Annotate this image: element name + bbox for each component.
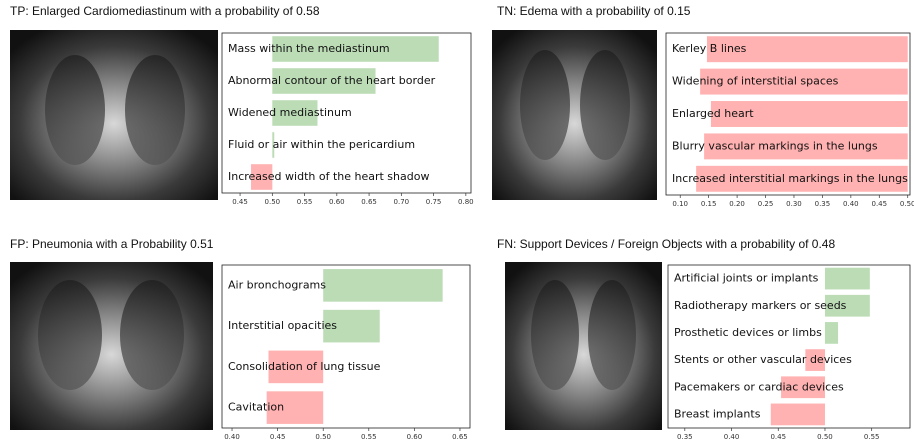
x-tick-label: 0.65 [361, 198, 377, 206]
x-tick-label: 0.45 [871, 200, 887, 208]
bar [704, 133, 908, 160]
bar [824, 267, 870, 290]
bar [710, 101, 908, 127]
category-label: Widened mediastinum [228, 106, 352, 119]
x-tick-label: 0.70 [394, 198, 410, 206]
x-tick-label: 0.50 [315, 433, 331, 441]
plot-frame [667, 264, 911, 429]
category-label: Consolidation of lung tissue [228, 360, 381, 373]
x-tick-label: 0.40 [843, 200, 859, 208]
category-label: Pacemakers or cardiac devices [674, 380, 844, 393]
x-tick-label: 0.25 [758, 200, 774, 208]
x-tick-label: 0.50 [817, 433, 833, 441]
bar [696, 165, 908, 192]
x-tick-label: 0.45 [270, 433, 286, 441]
category-label: Increased width of the heart shadow [228, 170, 429, 183]
bar [251, 164, 273, 190]
panel-title: FN: Support Devices / Foreign Objects wi… [497, 237, 835, 251]
bar [268, 350, 324, 384]
bar [700, 68, 908, 95]
x-tick-label: 0.30 [786, 200, 802, 208]
category-label: Widening of interstitial spaces [672, 75, 839, 88]
x-tick-label: 0.40 [224, 433, 240, 441]
category-label: Cavitation [228, 401, 284, 414]
category-label: Interstitial opacities [228, 319, 337, 332]
x-tick-label: 0.15 [701, 200, 717, 208]
x-tick-label: 0.75 [426, 198, 442, 206]
x-tick-label: 0.10 [672, 200, 688, 208]
bar [805, 349, 825, 371]
x-tick-label: 0.60 [329, 198, 345, 206]
x-tick-label: 0.50 [900, 200, 914, 208]
xray-image [10, 30, 218, 200]
bar [272, 132, 275, 158]
category-label: Kerley B lines [672, 42, 747, 55]
x-tick-label: 0.40 [724, 433, 740, 441]
bar [770, 403, 825, 426]
x-tick-label: 0.55 [297, 198, 313, 206]
x-tick-label: 0.45 [232, 198, 248, 206]
bar [323, 269, 443, 302]
panel-title: FP: Pneumonia with a Probability 0.51 [10, 237, 214, 251]
category-label: Breast implants [674, 407, 761, 420]
category-label: Fluid or air within the pericardium [228, 138, 415, 151]
x-tick-label: 0.55 [864, 433, 880, 441]
xray-image [505, 262, 662, 430]
bar [272, 100, 318, 126]
x-tick-label: 0.35 [677, 433, 693, 441]
category-label: Blurry vascular markings in the lungs [672, 139, 878, 152]
category-label: Enlarged heart [672, 107, 754, 120]
x-tick-label: 0.80 [458, 198, 474, 206]
x-tick-label: 0.65 [452, 433, 468, 441]
bar [272, 36, 439, 62]
category-label: Prosthetic devices or limbs [674, 326, 822, 339]
bar [824, 322, 839, 344]
category-label: Air bronchograms [228, 278, 326, 291]
x-tick-label: 0.45 [770, 433, 786, 441]
bar [781, 376, 825, 399]
bar [323, 309, 380, 343]
panel-title: TP: Enlarged Cardiomediastinum with a pr… [10, 4, 320, 18]
bar [706, 36, 908, 63]
category-label: Abnormal contour of the heart border [228, 74, 436, 87]
xray-image [492, 30, 657, 200]
x-tick-label: 0.20 [729, 200, 745, 208]
bar [824, 294, 870, 317]
xray-image [10, 262, 213, 430]
panel-title: TN: Edema with a probability of 0.15 [497, 4, 691, 18]
bar [272, 68, 376, 94]
x-tick-label: 0.50 [265, 198, 281, 206]
category-label: Mass within the mediastinum [228, 42, 390, 55]
category-label: Stents or other vascular devices [674, 353, 852, 366]
category-label: Artificial joints or implants [674, 272, 819, 285]
bar [266, 391, 324, 424]
category-label: Increased interstitial markings in the l… [672, 172, 908, 185]
x-tick-label: 0.60 [407, 433, 423, 441]
x-tick-label: 0.55 [361, 433, 377, 441]
category-label: Radiotherapy markers or seeds [674, 299, 847, 312]
x-tick-label: 0.35 [815, 200, 831, 208]
